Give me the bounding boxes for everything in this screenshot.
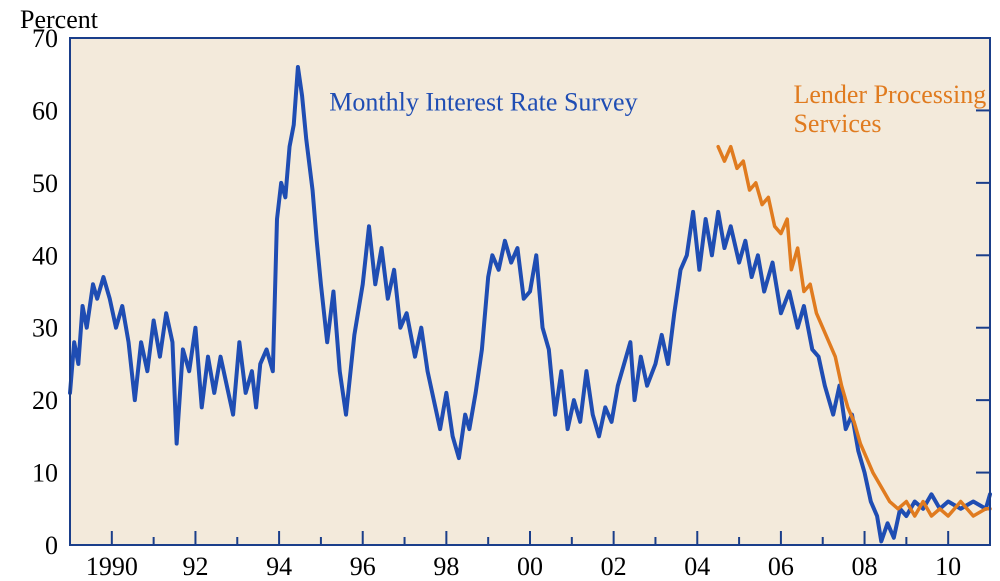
x-tick-label: 02 (601, 552, 627, 581)
y-tick-label: 40 (32, 241, 58, 270)
line-chart: 010203040506070Percent199092949698000204… (0, 0, 1000, 581)
y-tick-label: 20 (32, 386, 58, 415)
series-label-mirs: Monthly Interest Rate Survey (329, 87, 637, 116)
x-tick-label: 10 (935, 552, 961, 581)
y-axis-label: Percent (20, 5, 99, 34)
x-tick-label: 00 (517, 552, 543, 581)
y-tick-label: 60 (32, 96, 58, 125)
y-tick-label: 50 (32, 169, 58, 198)
y-tick-label: 10 (32, 459, 58, 488)
x-tick-label: 04 (684, 552, 710, 581)
y-tick-label: 30 (32, 314, 58, 343)
y-tick-label: 0 (45, 531, 58, 560)
x-tick-label: 1990 (86, 552, 138, 581)
x-tick-label: 06 (768, 552, 794, 581)
x-tick-label: 08 (852, 552, 878, 581)
x-tick-label: 94 (266, 552, 292, 581)
x-tick-label: 92 (182, 552, 208, 581)
x-tick-label: 96 (350, 552, 376, 581)
x-tick-label: 98 (433, 552, 459, 581)
chart-svg: 010203040506070Percent199092949698000204… (0, 0, 1000, 581)
